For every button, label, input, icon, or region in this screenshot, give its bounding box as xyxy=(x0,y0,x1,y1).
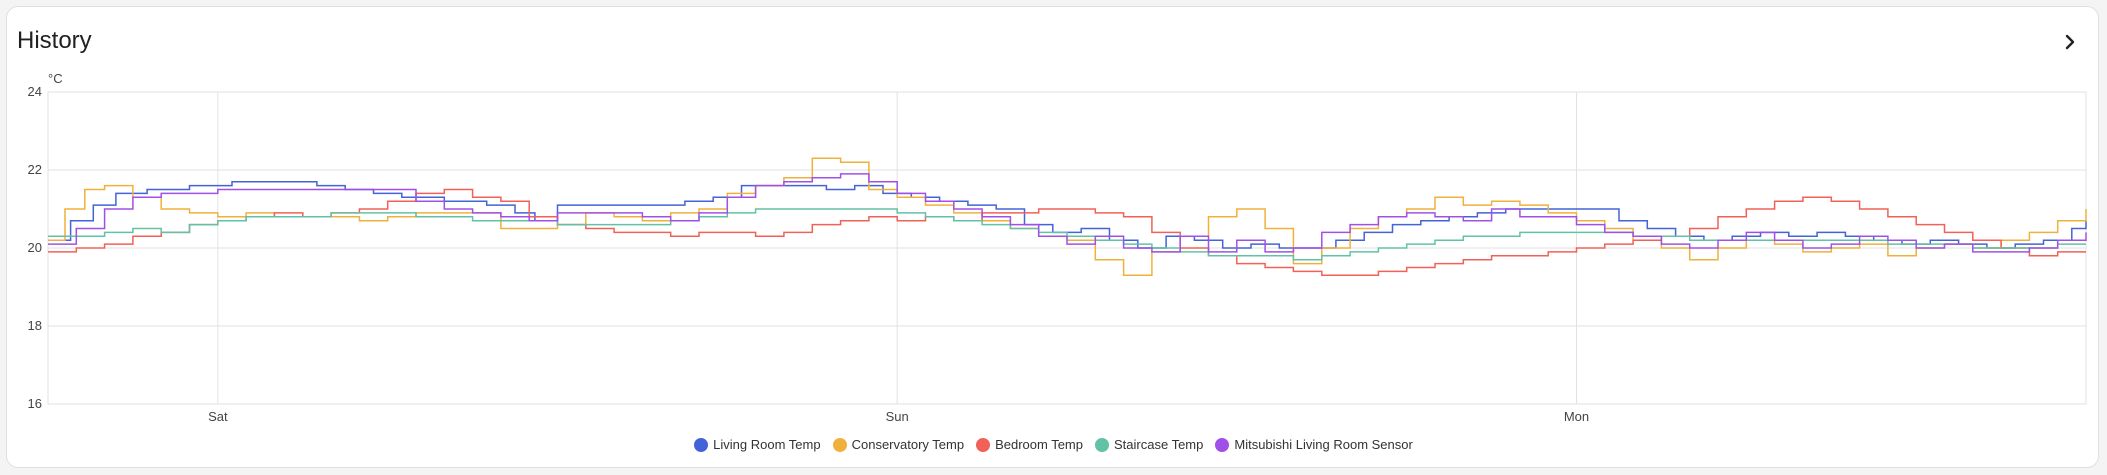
x-tick-label: Mon xyxy=(1564,409,1589,424)
legend-label: Staircase Temp xyxy=(1114,437,1204,452)
x-tick-label: Sun xyxy=(886,409,909,424)
chevron-right-icon[interactable] xyxy=(2058,30,2082,54)
y-tick-label: 24 xyxy=(28,84,42,99)
legend-item[interactable]: Living Room Temp xyxy=(694,437,821,452)
legend-swatch xyxy=(1095,437,1109,452)
legend-swatch xyxy=(976,437,991,452)
card-title: History xyxy=(17,27,92,54)
legend-item[interactable]: Staircase Temp xyxy=(1095,437,1203,452)
series-line-1[interactable] xyxy=(48,157,2087,277)
legend-item[interactable]: Bedroom Temp xyxy=(976,437,1083,452)
series-line-4[interactable] xyxy=(48,173,2087,253)
legend-swatch xyxy=(694,437,709,452)
y-tick-label: 22 xyxy=(28,162,42,177)
y-tick-label: 16 xyxy=(28,396,42,411)
chart-grid xyxy=(47,91,2087,405)
legend-label: Living Room Temp xyxy=(713,437,821,452)
legend-item[interactable]: Mitsubishi Living Room Sensor xyxy=(1215,437,1413,452)
legend-label: Mitsubishi Living Room Sensor xyxy=(1234,437,1413,452)
y-tick-label: 18 xyxy=(28,318,42,333)
y-unit-label: °C xyxy=(48,71,63,86)
x-tick-label: Sat xyxy=(208,409,228,424)
chart-series xyxy=(48,157,2087,277)
legend-swatch xyxy=(1215,437,1230,452)
legend-item[interactable]: Conservatory Temp xyxy=(832,437,965,452)
legend-swatch xyxy=(832,437,847,452)
legend-label: Conservatory Temp xyxy=(851,437,965,452)
chart-legend: Living Room Temp Conservatory Temp Bedroom… xyxy=(0,437,2107,452)
series-line-3[interactable] xyxy=(48,208,2086,261)
series-line-2[interactable] xyxy=(48,188,2086,277)
y-tick-label: 20 xyxy=(28,240,42,255)
chart-axes: 16 18 20 22 24 °C Sat Sun Mon xyxy=(28,71,1590,424)
legend-label: Bedroom Temp xyxy=(995,437,1083,452)
